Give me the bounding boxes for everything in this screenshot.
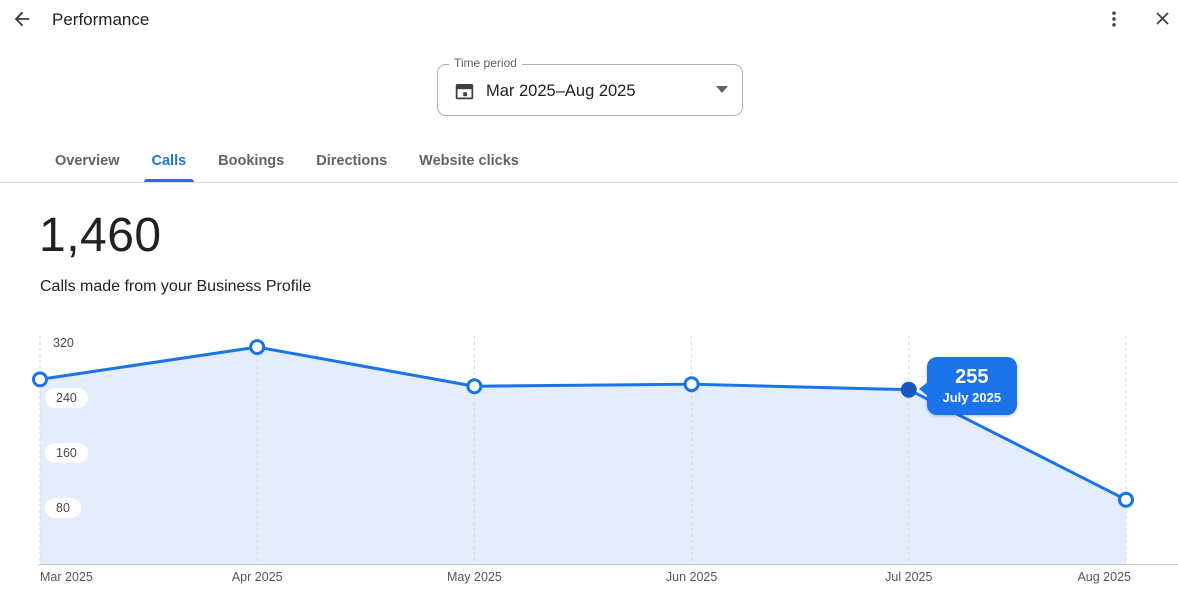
header-bar: Performance (0, 0, 1178, 40)
data-point-0[interactable] (32, 371, 48, 388)
metric-total-calls: 1,460 (39, 209, 162, 262)
tab-calls[interactable]: Calls (136, 141, 203, 182)
tooltip-label: July 2025 (942, 389, 1002, 405)
area-fill (40, 347, 1126, 565)
time-period-value: Mar 2025–Aug 2025 (486, 82, 636, 100)
data-point-5[interactable] (1118, 491, 1134, 508)
y-axis-label: 240 (45, 388, 88, 408)
close-icon (1152, 8, 1173, 32)
more-options-button[interactable] (1094, 0, 1134, 40)
back-button[interactable] (2, 0, 42, 40)
calendar-icon (454, 80, 475, 106)
tooltip-value: 255 (955, 365, 989, 388)
tab-directions[interactable]: Directions (316, 153, 388, 169)
tab-overview[interactable]: Overview (55, 153, 120, 169)
close-button[interactable] (1142, 0, 1178, 40)
y-axis-label: 80 (45, 498, 81, 518)
data-point-2[interactable] (466, 378, 483, 395)
x-axis-label: Jun 2025 (665, 570, 718, 584)
kebab-menu-icon (1104, 9, 1124, 32)
tabs-divider (0, 182, 1178, 183)
tooltip-tail (918, 380, 929, 397)
page-title: Performance (52, 10, 150, 29)
data-point-4[interactable] (900, 381, 917, 398)
time-period-label: Time period (449, 56, 522, 70)
tab-bookings[interactable]: Bookings (218, 153, 285, 169)
data-point-3[interactable] (683, 376, 700, 393)
x-axis-label: Mar 2025 (40, 570, 93, 584)
chart-tooltip: 255 July 2025 (918, 356, 1017, 415)
y-axis-label: 160 (45, 443, 88, 463)
y-axis-label: 320 (53, 336, 74, 350)
tab-website-clicks[interactable]: Website clicks (419, 153, 519, 169)
dropdown-caret-icon (716, 86, 728, 93)
data-point-1[interactable] (249, 339, 266, 356)
metric-caption: Calls made from your Business Profile (40, 278, 312, 295)
x-axis-line (38, 564, 1178, 565)
calls-chart: 320 240 160 80 Mar 2025 Apr 2025 May 2025 Jun … (0, 330, 1178, 593)
x-axis-labels: Mar 2025 Apr 2025 May 2025 Jun 2025 Jul 2025… (0, 570, 1178, 588)
x-axis-label: Jul 2025 (885, 570, 933, 584)
time-period-select[interactable]: Time period Mar 2025–Aug 2025 (437, 56, 743, 116)
x-axis-label: May 2025 (446, 570, 502, 584)
x-axis-label: Aug 2025 (1077, 570, 1131, 584)
arrow-back-icon (11, 8, 33, 33)
tab-bar: Overview Calls Bookings Directions Websi… (39, 141, 535, 182)
x-axis-label: Apr 2025 (231, 570, 283, 584)
